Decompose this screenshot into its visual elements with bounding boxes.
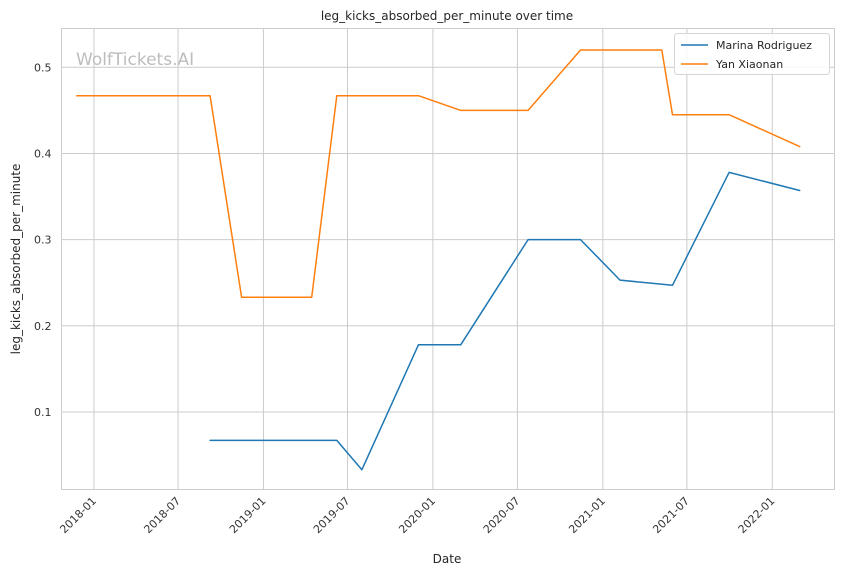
x-tick-label: 2021-01 <box>566 494 608 536</box>
series-lines <box>76 49 801 471</box>
y-tick-label: 0.2 <box>34 320 52 333</box>
y-tick-label: 0.5 <box>34 61 52 74</box>
y-tick-label: 0.4 <box>34 147 52 160</box>
x-tick-label: 2019-07 <box>311 494 353 536</box>
x-tick-label: 2020-01 <box>396 494 438 536</box>
series-line-marina-rodriguez <box>209 171 801 471</box>
x-tick-label: 2018-01 <box>57 494 99 536</box>
x-axis-ticks: 2018-01 2018-07 2019-01 2019-07 2020-01 2020-… <box>57 494 777 536</box>
x-tick-label: 2022-01 <box>736 494 778 536</box>
legend-label-yan-xiaonan: Yan Xiaonan <box>715 58 783 71</box>
plot-frame <box>61 28 835 490</box>
x-axis-label: Date <box>433 552 462 566</box>
y-tick-label: 0.3 <box>34 234 52 247</box>
series-line-yan-xiaonan <box>76 49 801 299</box>
legend-box <box>674 33 830 75</box>
x-tick-label: 2021-07 <box>650 494 692 536</box>
grid <box>61 28 835 490</box>
x-tick-label: 2018-07 <box>141 494 183 536</box>
y-axis-ticks: 0.1 0.2 0.3 0.4 0.5 <box>34 61 52 419</box>
chart-title: leg_kicks_absorbed_per_minute over time <box>321 9 573 23</box>
x-tick-label: 2019-01 <box>227 494 269 536</box>
y-axis-label: leg_kicks_absorbed_per_minute <box>9 164 23 355</box>
legend-label-marina-rodriguez: Marina Rodriguez <box>716 39 812 52</box>
watermark: WolfTickets.AI <box>76 50 194 70</box>
legend: Marina Rodriguez Yan Xiaonan <box>674 33 830 75</box>
x-tick-label: 2020-07 <box>481 494 523 536</box>
y-tick-label: 0.1 <box>34 406 52 419</box>
